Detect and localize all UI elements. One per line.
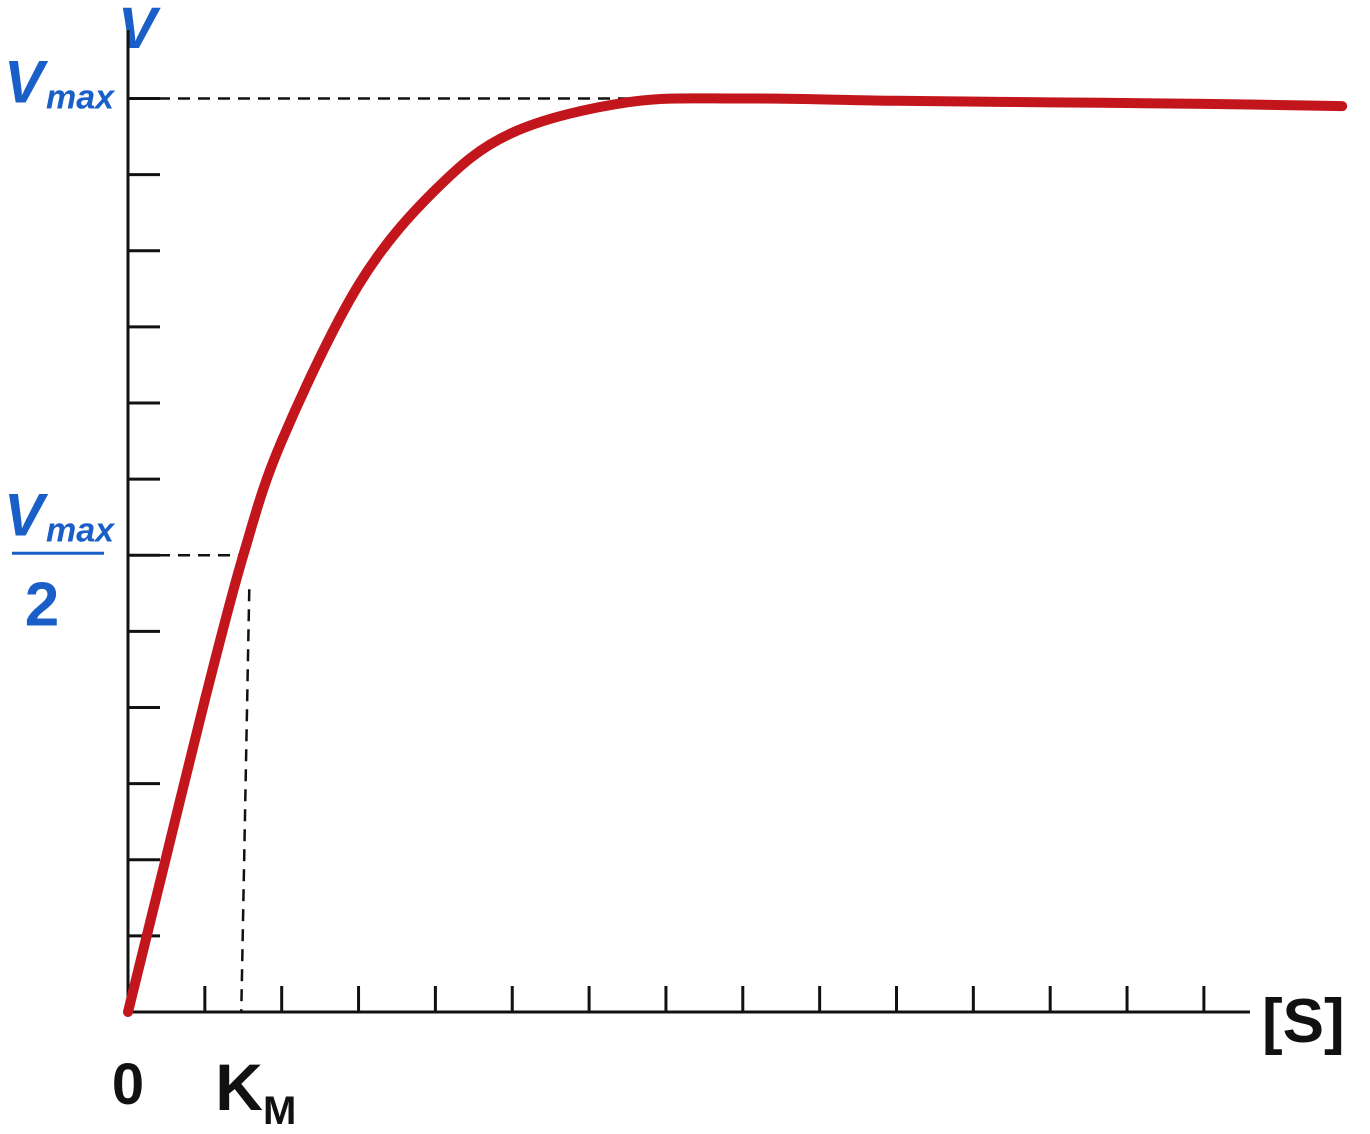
y-tick-label: Vmax [4, 481, 116, 549]
y-tick-label: Vmax [4, 49, 116, 117]
label-main: V [4, 49, 49, 116]
x-axis-title: [S] [1262, 987, 1345, 1056]
x-tick-label: 0 [112, 1052, 144, 1117]
km-guide [240, 589, 251, 1013]
label-main: V [4, 481, 49, 548]
y-tick-denominator: 2 [25, 570, 59, 639]
label-sub: max [46, 511, 116, 549]
label-main: K [215, 1050, 263, 1124]
x-tick-label: KM [215, 1050, 296, 1133]
label-sub: M [263, 1089, 296, 1133]
y-axis-title: V [118, 0, 161, 61]
label-sub: max [46, 79, 116, 117]
curve [123, 93, 1348, 1017]
